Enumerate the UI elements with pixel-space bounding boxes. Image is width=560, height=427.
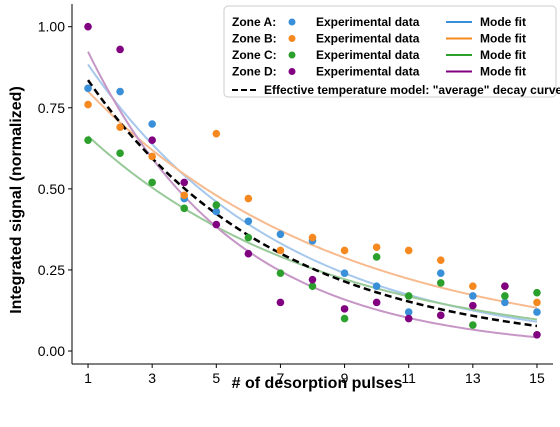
data-point-zone-1 xyxy=(533,298,541,307)
legend-zone-label: Zone C: xyxy=(232,48,277,62)
data-point-zone-1 xyxy=(372,243,381,252)
legend: Zone A: Experimental data Mode fit Zone B: E… xyxy=(223,5,560,98)
data-point-zone-3 xyxy=(501,282,509,290)
data-point-zone-1 xyxy=(308,233,317,242)
data-point-zone-2 xyxy=(276,269,285,277)
data-point-zone-0 xyxy=(404,308,413,316)
legend-data-label: Experimental data xyxy=(316,48,420,62)
data-point-zone-1 xyxy=(404,246,413,255)
y-tick-label: 1.00 xyxy=(38,19,65,35)
legend-data-label: Experimental data xyxy=(316,15,420,29)
average-decay-curve xyxy=(87,79,538,328)
data-point-zone-3 xyxy=(180,178,189,187)
data-point-zone-0 xyxy=(116,87,124,96)
data-point-zone-3 xyxy=(308,275,317,284)
data-point-zone-1 xyxy=(148,152,156,161)
data-point-zone-2 xyxy=(469,321,477,329)
x-tick-label: 1 xyxy=(84,370,92,386)
x-tick-label: 3 xyxy=(148,370,156,386)
data-point-zone-0 xyxy=(469,292,477,300)
data-point-zone-3 xyxy=(436,311,445,320)
x-tick-label: 9 xyxy=(341,370,349,386)
data-point-zone-2 xyxy=(308,282,317,290)
y-tick-label: 0.75 xyxy=(38,100,65,116)
legend-marker xyxy=(288,68,296,75)
data-points xyxy=(84,22,541,339)
legend-zone-label: Zone A: xyxy=(232,15,276,29)
x-axis-title: # of desorption pulses xyxy=(232,375,403,392)
data-point-zone-0 xyxy=(340,269,349,277)
legend-fit-label: Mode fit xyxy=(480,32,526,46)
y-axis-title: Integrated signal (normalized) xyxy=(8,86,25,314)
data-point-zone-2 xyxy=(404,292,413,300)
data-point-zone-0 xyxy=(148,120,156,128)
data-point-zone-0 xyxy=(533,308,541,316)
data-point-zone-3 xyxy=(404,314,413,323)
y-tick-label: 0.00 xyxy=(38,343,65,359)
data-point-zone-3 xyxy=(340,305,349,313)
legend-data-label: Experimental data xyxy=(316,65,420,79)
data-point-zone-3 xyxy=(244,249,253,258)
data-point-zone-3 xyxy=(84,22,92,31)
x-tick-label: 5 xyxy=(212,370,220,386)
x-tick-label: 13 xyxy=(465,370,481,386)
data-point-zone-2 xyxy=(244,233,253,242)
data-point-zone-1 xyxy=(180,191,189,200)
legend-marker xyxy=(288,35,296,42)
data-point-zone-2 xyxy=(212,201,221,209)
data-point-zone-3 xyxy=(116,45,124,54)
legend-fit-label: Mode fit xyxy=(480,48,526,62)
x-tick-label: 15 xyxy=(529,370,545,386)
legend-data-label: Experimental data xyxy=(316,32,420,46)
data-point-zone-3 xyxy=(148,136,156,145)
legend-box xyxy=(223,5,557,98)
data-point-zone-0 xyxy=(84,84,92,93)
data-point-zone-2 xyxy=(148,178,156,187)
data-point-zone-3 xyxy=(533,331,541,339)
data-point-zone-1 xyxy=(212,129,221,138)
data-point-zone-1 xyxy=(436,256,445,265)
data-point-zone-2 xyxy=(372,253,381,261)
data-point-zone-1 xyxy=(469,282,477,290)
legend-zone-label: Zone B: xyxy=(232,32,277,46)
data-point-zone-3 xyxy=(469,301,477,310)
legend-fit-label: Mode fit xyxy=(480,65,526,79)
legend-zone-label: Zone D: xyxy=(232,65,277,79)
legend-marker xyxy=(288,51,296,59)
data-point-zone-1 xyxy=(340,246,349,255)
data-point-zone-2 xyxy=(340,314,349,323)
fit-curve-zone-1 xyxy=(87,90,538,309)
legend-fit-label: Mode fit xyxy=(480,15,526,29)
data-point-zone-0 xyxy=(212,207,221,216)
legend-average-label: Effective temperature model: "average" d… xyxy=(264,83,560,97)
data-point-zone-1 xyxy=(84,100,92,109)
data-point-zone-0 xyxy=(372,282,381,290)
data-point-zone-1 xyxy=(244,194,253,203)
data-point-zone-0 xyxy=(436,269,445,277)
data-point-zone-1 xyxy=(276,246,285,255)
data-point-zone-2 xyxy=(436,279,445,287)
data-point-zone-2 xyxy=(180,204,189,213)
data-point-zone-1 xyxy=(116,123,124,132)
y-tick-label: 0.25 xyxy=(38,262,65,278)
axes: 1 3 5 7 9 11 13 150.000.250.500.751.00 xyxy=(38,4,553,386)
data-point-zone-2 xyxy=(533,288,541,297)
data-point-zone-2 xyxy=(116,149,124,157)
data-point-zone-3 xyxy=(212,220,221,229)
data-point-zone-3 xyxy=(276,298,285,307)
legend-marker xyxy=(288,18,296,26)
data-point-zone-2 xyxy=(501,292,509,300)
data-point-zone-0 xyxy=(501,298,509,307)
data-point-zone-3 xyxy=(372,298,381,307)
data-point-zone-0 xyxy=(244,217,253,226)
x-tick-label: 11 xyxy=(401,370,416,386)
y-tick-label: 0.50 xyxy=(38,181,65,197)
x-tick-label: 7 xyxy=(277,370,285,386)
data-point-zone-2 xyxy=(84,136,92,145)
data-point-zone-0 xyxy=(276,230,285,239)
